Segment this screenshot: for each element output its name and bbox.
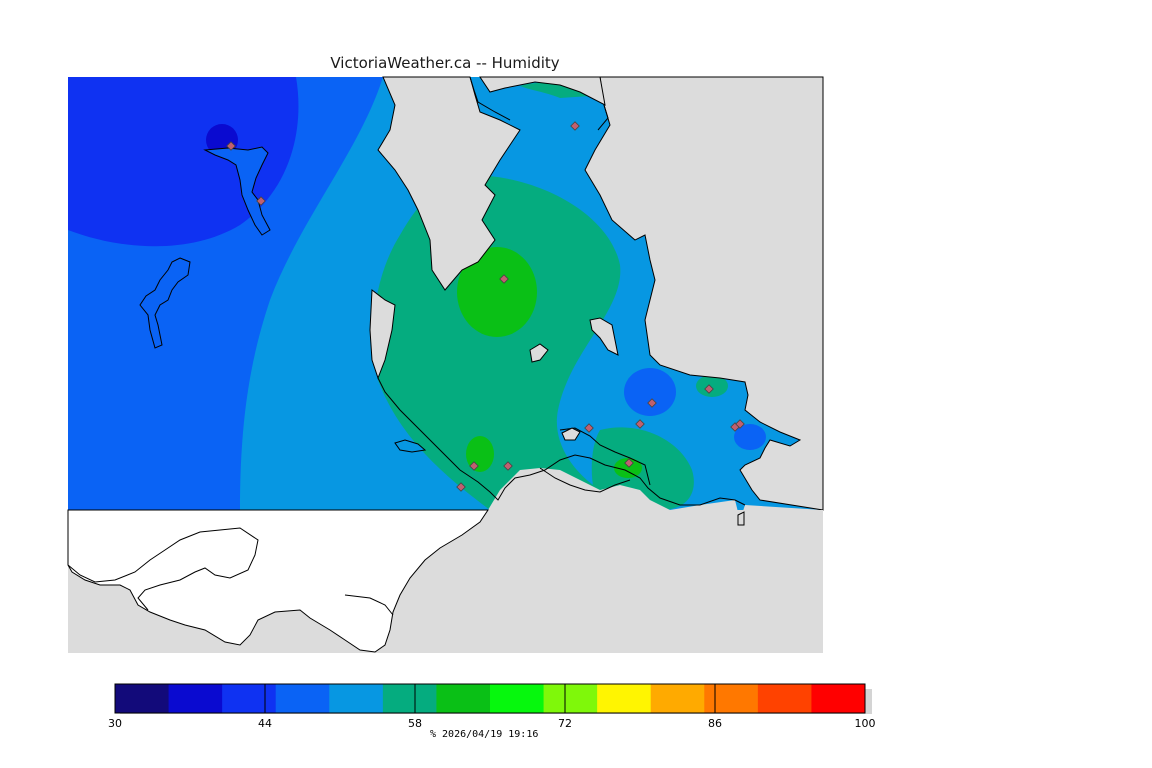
coastlines [139, 76, 746, 526]
legend-tick-label: 100 [854, 717, 876, 730]
station-marker[interactable] [624, 458, 634, 468]
legend-swatch [436, 684, 491, 713]
legend-swatch [490, 684, 545, 713]
legend-swatch [382, 684, 437, 713]
strait-water [67, 509, 489, 653]
station-marker[interactable] [226, 141, 236, 151]
map-title: VictoriaWeather.ca -- Humidity [330, 54, 560, 72]
station-marker[interactable] [704, 384, 714, 394]
contour-band-44 [68, 77, 299, 247]
station-marker[interactable] [735, 419, 745, 429]
legend-swatch [222, 684, 277, 713]
legend-swatch [597, 684, 652, 713]
station-marker[interactable] [584, 423, 594, 433]
station-marker[interactable] [570, 121, 580, 131]
legend-swatch [168, 684, 223, 713]
legend-swatch [543, 684, 598, 713]
legend-swatch [650, 684, 705, 713]
legend-tick-label: 72 [558, 717, 572, 730]
legend-colorbar [114, 683, 872, 714]
legend-tick-label: 58 [408, 717, 422, 730]
station-marker[interactable] [499, 274, 509, 284]
legend-tick-label: 44 [258, 717, 272, 730]
legend-swatch [757, 684, 812, 713]
station-marker[interactable] [469, 461, 479, 471]
legend-caption: % 2026/04/19 19:16 [430, 729, 539, 740]
legend-swatch [704, 684, 759, 713]
legend-swatch [275, 684, 330, 713]
legend-tick-label: 86 [708, 717, 722, 730]
station-marker[interactable] [503, 461, 513, 471]
legend-swatch [115, 684, 170, 713]
station-marker[interactable] [635, 419, 645, 429]
station-marker[interactable] [647, 398, 657, 408]
contour-band-62 [457, 247, 537, 337]
station-marker[interactable] [256, 196, 266, 206]
legend-swatch [811, 684, 866, 713]
legend-swatch [329, 684, 384, 713]
legend-tick-label: 30 [108, 717, 122, 730]
weather-stations [226, 121, 745, 492]
station-marker[interactable] [456, 482, 466, 492]
